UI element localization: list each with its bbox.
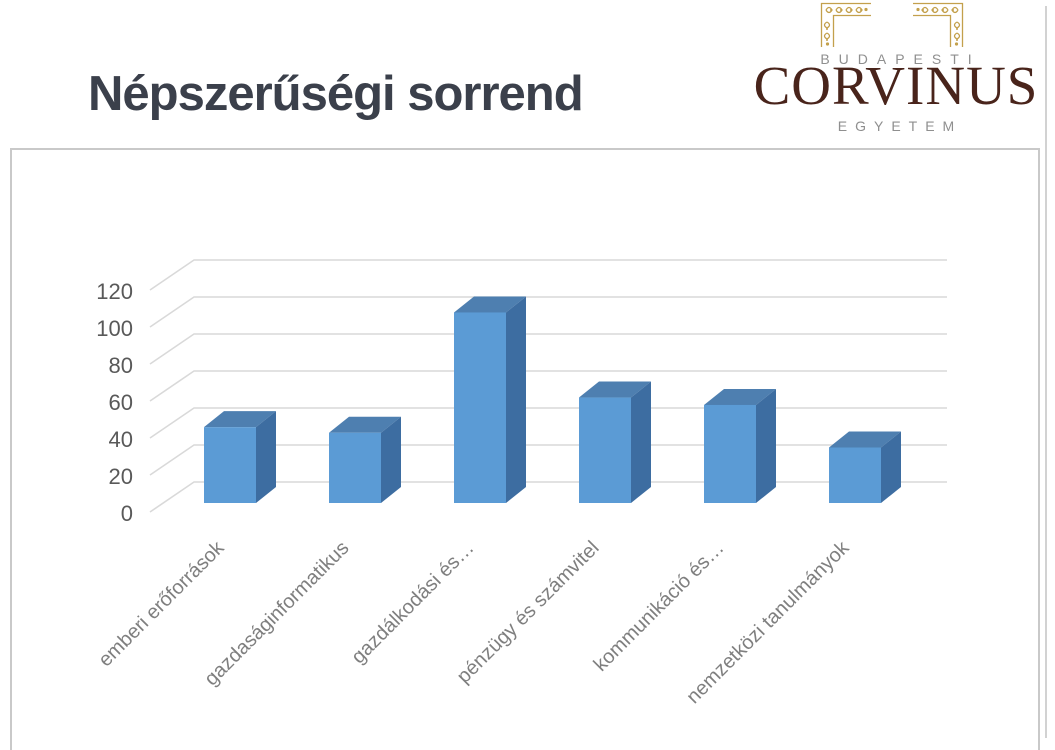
logo-frame-corner-right-icon [913,2,964,47]
bar [454,312,506,503]
y-tick-label: 100 [96,316,133,341]
bar [829,447,881,503]
logo-university-name: CORVINUS [753,55,1039,116]
y-tick-label: 40 [109,427,133,452]
bar [329,432,381,503]
bar-side-face [506,296,526,503]
gridline [149,444,947,476]
gridline [149,259,947,291]
bar-side-face [881,431,901,503]
bar-top-face [204,411,276,428]
gridline [149,296,947,328]
page-title: Népszerűségi sorrend [88,67,584,121]
bar-top-face [704,388,776,405]
category-label: pénzügy és számvitel [453,537,604,688]
bar-side-face [381,416,401,503]
bar-side-face [756,388,776,503]
y-tick-label: 120 [96,279,133,304]
gridline [149,370,947,402]
gridline [149,333,947,365]
bar-top-face [329,416,401,433]
category-label: gazdálkodási és… [347,537,478,668]
gridline [149,407,947,439]
y-tick-label: 80 [109,353,133,378]
y-tick-label: 0 [121,501,133,526]
bar [579,397,631,503]
bar-top-face [829,431,901,448]
bar-side-face [256,411,276,503]
bar [704,404,756,503]
bar [204,427,256,503]
corvinus-logo: BUDAPESTI CORVINUS EGYETEM [738,0,1054,142]
bar-top-face [454,296,526,313]
logo-frame-corner-left-icon [820,2,871,47]
logo-city-label: BUDAPESTI [820,51,981,67]
category-label: emberi erőforrások [94,536,229,671]
y-tick-label: 60 [109,390,133,415]
bar-top-face [579,381,651,398]
bar-side-face [631,381,651,503]
category-label: kommunikáció és… [590,537,729,676]
page-right-edge [1045,6,1047,738]
y-tick-label: 20 [109,464,133,489]
gridline [149,481,947,513]
logo-egyetem-label: EGYETEM [837,118,963,134]
category-label: gazdaságinformatikus [200,537,353,690]
